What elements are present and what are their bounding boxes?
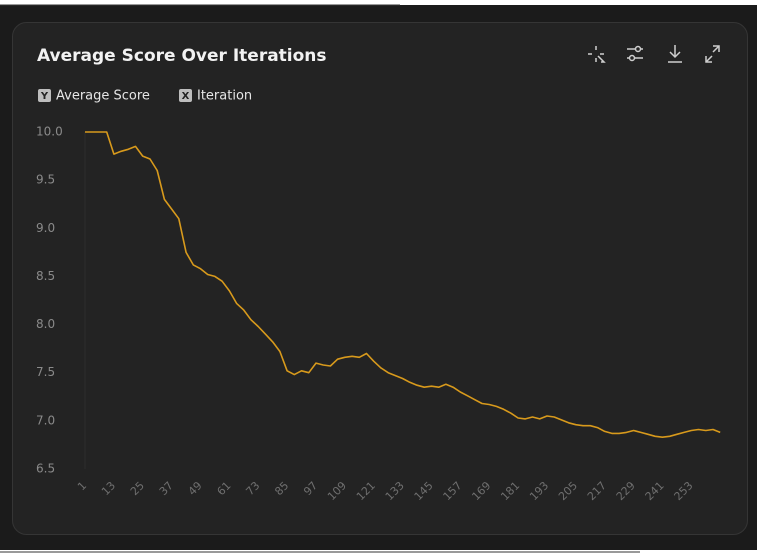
select-icon[interactable]: [588, 46, 606, 63]
y-tick-label: 6.5: [36, 462, 55, 476]
y-tick-label: 8.0: [36, 317, 55, 331]
expand-icon[interactable]: [705, 45, 720, 63]
y-badge: Y: [40, 91, 49, 102]
y-tick-label: 7.5: [36, 365, 55, 379]
y-axis-label: Average Score: [56, 89, 150, 104]
x-axis-label: Iteration: [197, 89, 252, 104]
toolbar[interactable]: [588, 45, 720, 63]
y-tick-label: 7.0: [36, 413, 55, 427]
chart-title: Average Score Over Iterations: [37, 46, 327, 66]
card: [12, 22, 748, 535]
download-icon[interactable]: [668, 45, 682, 63]
data-line: [85, 131, 721, 438]
x-badge: X: [182, 91, 190, 102]
y-badge-box: [38, 89, 51, 102]
x-badge-box: [179, 89, 192, 102]
y-tick-label: 8.5: [36, 269, 55, 283]
y-tick-label: 9.0: [36, 221, 55, 235]
settings-icon[interactable]: [627, 45, 643, 62]
y-tick-label: 9.5: [36, 173, 55, 187]
y-tick-label: 10.0: [36, 125, 63, 139]
